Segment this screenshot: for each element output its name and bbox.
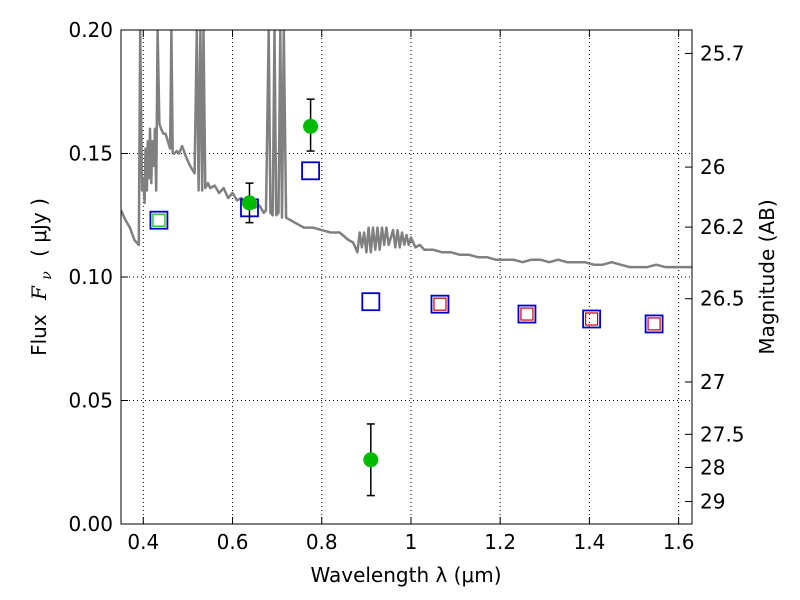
y-tick-label: 0.05 (68, 389, 113, 413)
y-tick-label: 0.20 (68, 18, 113, 42)
observed-flux-point (363, 452, 379, 468)
y-tick-label: 0.10 (68, 265, 113, 289)
synthetic-flux-marker (152, 213, 166, 227)
y2-tick-label: 25.7 (700, 41, 745, 65)
x-tick-label: 0.6 (217, 530, 249, 554)
model-band-marker (644, 314, 664, 334)
synthetic-flux-marker (585, 312, 599, 326)
x-tick-label: 1 (405, 530, 418, 554)
synthetic-flux-marker (647, 317, 661, 331)
y2-tick-label: 28 (700, 455, 725, 479)
x-tick-label: 0.8 (306, 530, 338, 554)
y2-tick-label: 27.5 (700, 422, 745, 446)
y2-tick-label: 27 (700, 370, 725, 394)
y-axis-label-prefix: Flux (27, 314, 51, 356)
y-axis-label-symbol: F (27, 285, 51, 301)
model-band-marker (149, 210, 169, 230)
model-spectrum-layer (121, 30, 692, 269)
y-axis-label-subscript: ν (39, 271, 55, 280)
model-band-marker (301, 161, 320, 181)
x-tick-label: 0.4 (127, 530, 159, 554)
y-tick-label: 0.00 (68, 512, 113, 536)
observed-flux-point (303, 118, 319, 134)
x-tick-label: 1.4 (573, 530, 605, 554)
y2-tick-label: 26 (700, 155, 725, 179)
y2-tick-label: 29 (700, 490, 725, 514)
y-axis-label-unit: ( μJy ) (27, 198, 51, 257)
synthetic-flux-marker (433, 297, 447, 311)
model-spectrum-line (121, 30, 692, 269)
x-axis-label: Wavelength λ (μm) (310, 563, 501, 587)
model-band-marker (582, 309, 602, 329)
y2-tick-label: 26.5 (700, 287, 745, 311)
observed-flux-point (241, 195, 257, 211)
model-band-marker (517, 304, 537, 324)
y-tick-label: 0.15 (68, 142, 113, 166)
data-marks-layer (149, 98, 664, 497)
synthetic-flux-marker (520, 307, 534, 321)
x-tick-label: 1.6 (663, 530, 695, 554)
axis-ticks: 0.4 0.6 0.8 1 1.2 1.4 1.6 0.00 0.05 0.10 0.15 0.20 2… (68, 18, 744, 554)
x-tick-label: 1.2 (484, 530, 516, 554)
y2-tick-label: 26.2 (700, 215, 745, 239)
y2-axis-label: Magnitude (AB) (755, 199, 779, 354)
model-band-marker (430, 294, 450, 314)
model-band-marker (361, 292, 381, 312)
y-axis-label: Flux F ν ( μJy ) (27, 198, 56, 356)
svg-text:Flux F ν ( μ: Flux F ν ( μJy ) (27, 198, 56, 356)
